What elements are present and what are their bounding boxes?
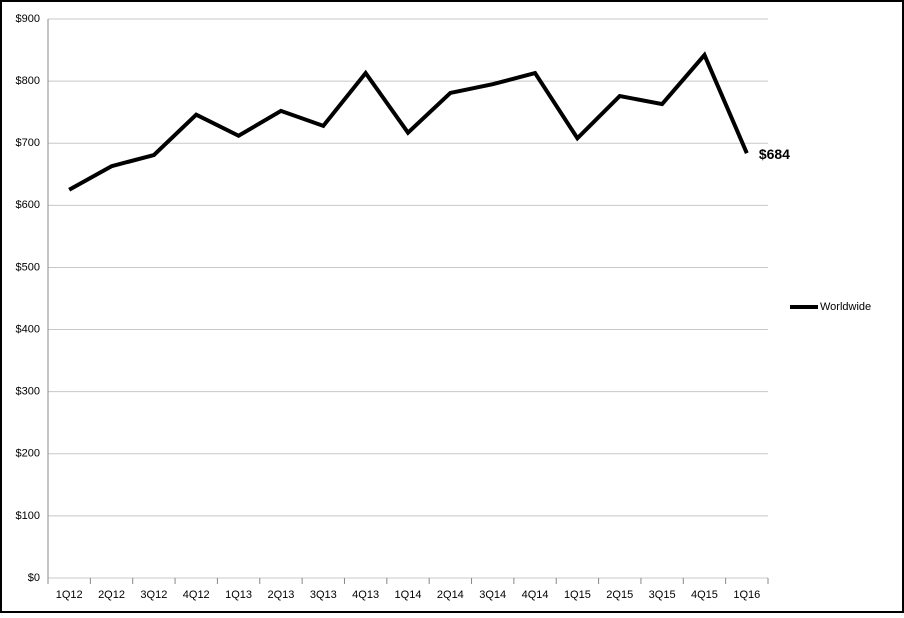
- y-tick-label: $100: [16, 510, 40, 522]
- x-tick-label: 2Q13: [267, 589, 294, 601]
- x-tick-label: 2Q14: [437, 589, 464, 601]
- x-tick-label: 4Q13: [352, 589, 379, 601]
- x-tick-label: 1Q15: [564, 589, 591, 601]
- legend-label: Worldwide: [820, 301, 871, 313]
- x-tick-label: 3Q12: [140, 589, 167, 601]
- line-series: [68, 51, 749, 192]
- y-tick-label: $500: [16, 261, 40, 273]
- x-tick-label: 4Q15: [691, 589, 718, 601]
- y-tick-label: $600: [16, 199, 40, 211]
- y-tick-label: $200: [16, 448, 40, 460]
- x-tick-label: 4Q12: [183, 589, 210, 601]
- x-tick-label: 4Q14: [522, 589, 549, 601]
- x-tick-label: 2Q15: [606, 589, 633, 601]
- y-tick-label: $900: [16, 13, 40, 25]
- x-tick-label: 3Q13: [310, 589, 337, 601]
- x-tick-label: 1Q16: [733, 589, 760, 601]
- x-tick-label: 1Q14: [395, 589, 422, 601]
- y-tick-label: $400: [16, 323, 40, 335]
- x-tick-label: 2Q12: [98, 589, 125, 601]
- y-tick-label: $700: [16, 137, 40, 149]
- y-tick-label: $800: [16, 75, 40, 87]
- x-tick-label: 3Q15: [649, 589, 676, 601]
- y-tick-label: $300: [16, 386, 40, 398]
- x-tick-label: 1Q13: [225, 589, 252, 601]
- x-tick-label: 1Q12: [56, 589, 83, 601]
- y-tick-label: $0: [28, 572, 40, 584]
- value-label: $684: [759, 146, 790, 162]
- x-tick-label: 3Q14: [479, 589, 506, 601]
